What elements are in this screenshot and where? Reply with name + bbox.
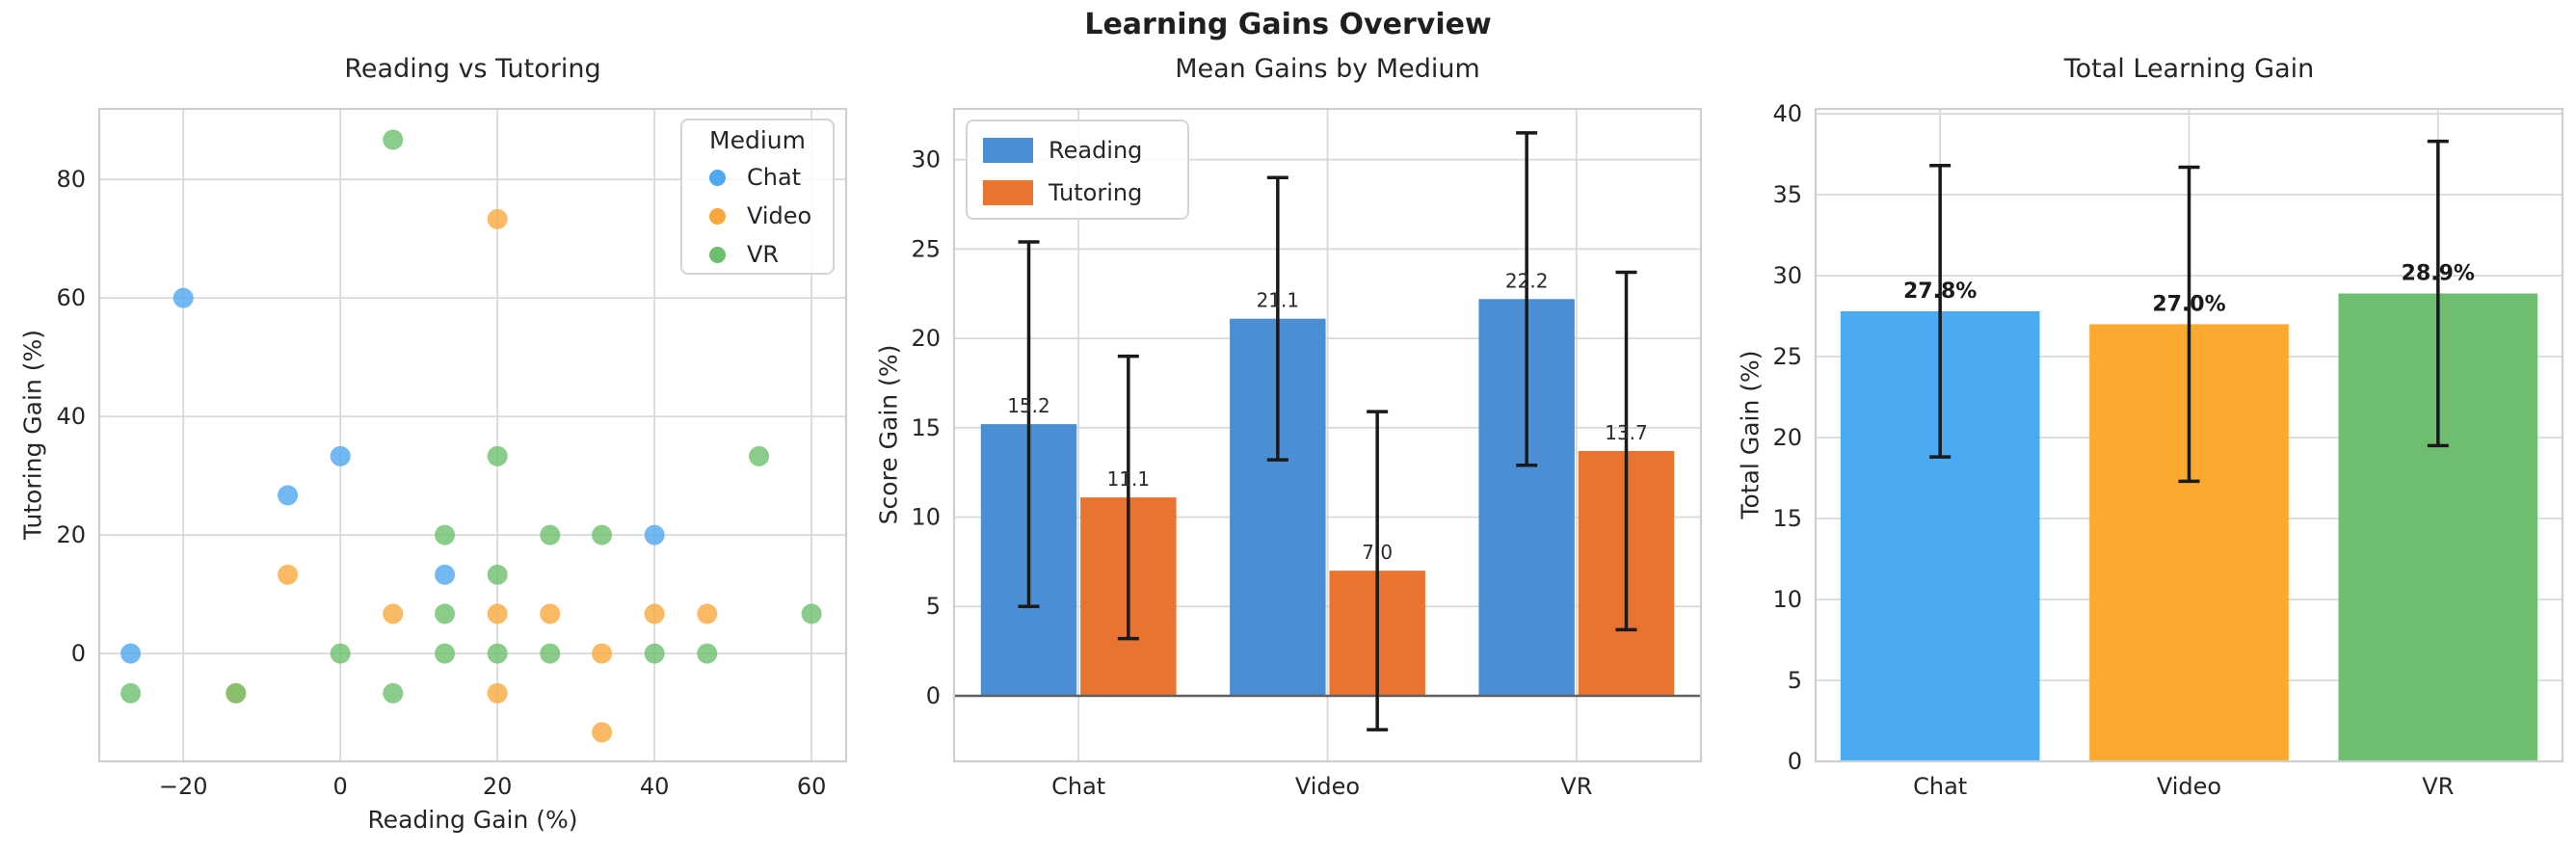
scatter-series-vr — [120, 129, 822, 704]
bar-value-labels: 15.2 21.1 22.2 11.1 7.0 13.7 — [1007, 269, 1648, 564]
svg-text:0: 0 — [333, 773, 348, 800]
grouped-bar-legend: Reading Tutoring — [966, 120, 1189, 220]
axes-frame — [952, 107, 1703, 763]
svg-text:5: 5 — [1788, 667, 1802, 694]
svg-text:0: 0 — [71, 640, 86, 667]
svg-text:10: 10 — [911, 504, 941, 531]
scatter-legend: Medium Chat Video VR — [680, 119, 835, 275]
svg-text:−20: −20 — [159, 773, 208, 800]
svg-text:11.1: 11.1 — [1107, 467, 1151, 491]
svg-text:Chat: Chat — [1051, 773, 1105, 800]
svg-text:21.1: 21.1 — [1257, 289, 1300, 312]
svg-text:27.0%: 27.0% — [2152, 292, 2225, 316]
svg-text:13.7: 13.7 — [1605, 421, 1648, 444]
legend-entry-label: Reading — [1049, 137, 1143, 164]
total-bar-plot: 27.8% 27.0% 28.9% Chat Video VR 0 5 10 15 20 25 30 35… — [1772, 100, 2564, 800]
scatter-series-video — [226, 208, 718, 743]
svg-text:VR: VR — [1560, 773, 1592, 800]
legend-entry-vr: VR — [692, 235, 823, 274]
legend-entry-chat: Chat — [692, 158, 823, 197]
grouped-bar-plot: 15.2 21.1 22.2 11.1 7.0 13.7 Chat Video VR 0 5 10 15… — [911, 107, 1703, 800]
chat-marker-icon — [709, 169, 726, 186]
svg-text:Video: Video — [1295, 773, 1360, 800]
legend-entry-reading: Reading — [977, 129, 1178, 172]
bar-value-labels: 27.8% 27.0% 28.9% — [1903, 262, 2475, 317]
axes-frame — [97, 107, 848, 763]
svg-text:20: 20 — [1772, 424, 1802, 451]
total-bar-title: Total Learning Gain — [2063, 54, 2315, 84]
legend-entry-tutoring: Tutoring — [977, 172, 1178, 214]
svg-text:60: 60 — [56, 284, 86, 311]
svg-text:10: 10 — [1772, 586, 1802, 613]
svg-text:20: 20 — [56, 521, 86, 548]
legend-entry-label: VR — [747, 241, 780, 268]
svg-text:0: 0 — [926, 682, 941, 709]
svg-text:0: 0 — [1788, 748, 1802, 775]
svg-text:27.8%: 27.8% — [1903, 279, 1977, 304]
svg-text:15: 15 — [1772, 505, 1802, 532]
error-bars — [1929, 139, 2449, 484]
svg-text:Chat: Chat — [1913, 773, 1967, 800]
svg-text:5: 5 — [926, 593, 941, 620]
tick-labels: Chat Video VR 0 5 10 15 20 25 30 — [911, 146, 1592, 800]
svg-text:30: 30 — [911, 146, 941, 173]
svg-text:25: 25 — [1772, 343, 1802, 370]
figure-title: Learning Gains Overview — [1084, 8, 1492, 41]
scatter-xlabel: Reading Gain (%) — [367, 806, 578, 834]
tutoring-swatch-icon — [983, 180, 1033, 205]
svg-text:VR: VR — [2422, 773, 2454, 800]
svg-text:40: 40 — [56, 403, 86, 430]
svg-text:7.0: 7.0 — [1362, 541, 1393, 564]
scatter-points — [120, 129, 822, 743]
legend-entry-video: Video — [692, 197, 823, 235]
svg-text:15.2: 15.2 — [1007, 394, 1050, 417]
svg-text:80: 80 — [56, 166, 86, 193]
svg-text:35: 35 — [1772, 181, 1802, 208]
svg-text:Video: Video — [2157, 773, 2221, 800]
legend-entry-label: Tutoring — [1049, 179, 1143, 206]
tick-labels: Chat Video VR 0 5 10 15 20 25 30 35 40 — [1772, 100, 2454, 800]
video-marker-icon — [709, 207, 726, 225]
scatter-legend-title: Medium — [709, 126, 806, 154]
svg-text:60: 60 — [797, 773, 827, 800]
svg-text:25: 25 — [911, 235, 941, 262]
svg-text:20: 20 — [483, 773, 513, 800]
svg-text:22.2: 22.2 — [1505, 269, 1549, 292]
svg-text:40: 40 — [640, 773, 670, 800]
svg-text:30: 30 — [1772, 262, 1802, 289]
reading-swatch-icon — [983, 138, 1033, 163]
axes-frame — [1814, 107, 2564, 763]
svg-text:40: 40 — [1772, 100, 1802, 127]
svg-text:20: 20 — [911, 325, 941, 352]
error-bars — [1018, 131, 1637, 731]
svg-text:28.9%: 28.9% — [2402, 262, 2475, 286]
legend-entry-label: Video — [747, 202, 812, 229]
scatter-plot: −20 0 20 40 60 0 20 40 60 80 — [56, 107, 848, 800]
scatter-series-chat — [120, 287, 665, 664]
svg-text:15: 15 — [911, 414, 941, 441]
tick-labels: −20 0 20 40 60 0 20 40 60 80 — [56, 166, 826, 800]
vr-marker-icon — [709, 246, 726, 263]
scatter-title: Reading vs Tutoring — [344, 54, 601, 84]
legend-entry-label: Chat — [747, 164, 802, 191]
grouped-bar-title: Mean Gains by Medium — [1175, 54, 1480, 84]
